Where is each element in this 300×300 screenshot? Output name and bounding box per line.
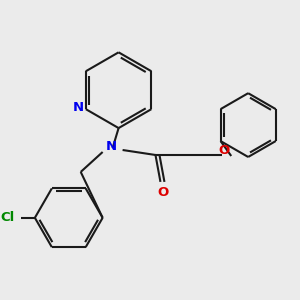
Text: N: N (72, 100, 83, 114)
Text: O: O (219, 145, 230, 158)
Text: N: N (106, 140, 117, 152)
Text: O: O (158, 186, 169, 200)
Text: Cl: Cl (1, 211, 15, 224)
